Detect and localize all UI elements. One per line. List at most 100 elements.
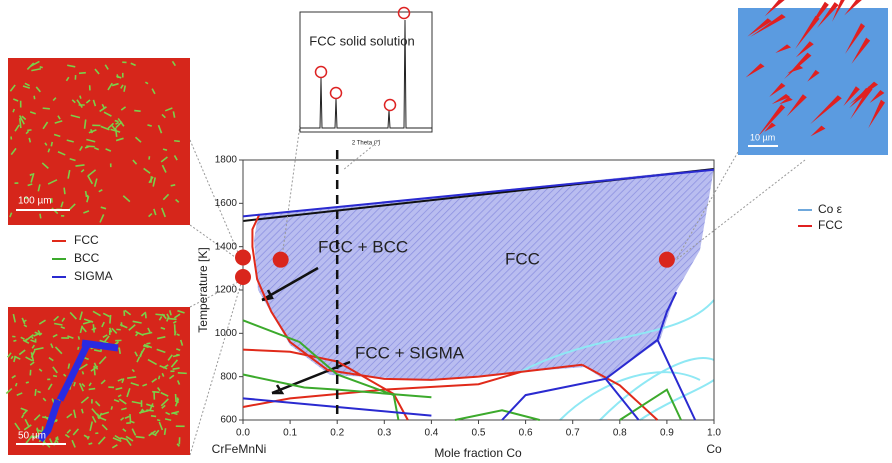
scale-label: 10 µm bbox=[750, 132, 775, 142]
shard bbox=[757, 104, 786, 138]
grain bbox=[150, 414, 157, 418]
grain bbox=[60, 201, 64, 208]
grain bbox=[94, 147, 100, 151]
annotation: FCC + BCC bbox=[318, 237, 408, 256]
legend-label: BCC bbox=[74, 251, 100, 265]
grain bbox=[124, 309, 132, 316]
grain bbox=[156, 418, 161, 422]
grain bbox=[128, 324, 136, 331]
grain bbox=[67, 363, 71, 369]
grain bbox=[108, 327, 113, 333]
grain bbox=[33, 414, 41, 421]
grain bbox=[120, 322, 123, 327]
grain bbox=[94, 68, 100, 75]
grain bbox=[5, 387, 13, 395]
grain bbox=[167, 354, 173, 361]
grain bbox=[50, 141, 54, 147]
grain bbox=[13, 355, 21, 360]
grain bbox=[172, 111, 176, 118]
grain bbox=[10, 147, 17, 156]
grain bbox=[118, 398, 127, 405]
grain bbox=[102, 335, 110, 345]
grain bbox=[174, 139, 180, 143]
grain bbox=[61, 317, 66, 322]
grain bbox=[67, 169, 71, 179]
grain bbox=[100, 206, 107, 210]
phase-boundary bbox=[242, 168, 715, 421]
grain bbox=[112, 437, 122, 443]
grain bbox=[101, 424, 108, 431]
grain bbox=[34, 388, 37, 396]
grain bbox=[36, 428, 44, 433]
grain bbox=[35, 86, 42, 93]
shard bbox=[843, 86, 860, 107]
grain bbox=[80, 396, 90, 404]
grain bbox=[38, 368, 43, 372]
grain bbox=[129, 420, 135, 424]
grain bbox=[83, 434, 89, 439]
grain bbox=[115, 387, 123, 391]
grain bbox=[33, 333, 39, 337]
phase-boundary bbox=[242, 319, 682, 421]
grain bbox=[156, 348, 166, 354]
shard bbox=[850, 86, 873, 120]
grain bbox=[37, 329, 42, 335]
grain bbox=[64, 433, 70, 439]
grain bbox=[100, 125, 110, 131]
grain bbox=[20, 407, 28, 412]
grain bbox=[107, 122, 115, 130]
grain bbox=[140, 311, 147, 317]
x-tick-label: 0.4 bbox=[424, 428, 438, 439]
grain bbox=[88, 129, 97, 134]
grain bbox=[160, 398, 169, 407]
grain bbox=[114, 434, 122, 441]
scale-label: 100 µm bbox=[18, 196, 52, 207]
grain bbox=[120, 417, 125, 421]
grain bbox=[144, 81, 149, 85]
grain bbox=[47, 179, 58, 185]
grain bbox=[135, 331, 144, 337]
grain bbox=[169, 310, 172, 316]
grain bbox=[164, 107, 173, 112]
shard bbox=[764, 122, 776, 132]
grain bbox=[143, 343, 153, 349]
grain bbox=[47, 148, 51, 153]
grain bbox=[10, 355, 14, 360]
legend-label: FCC bbox=[74, 233, 99, 247]
grain bbox=[25, 381, 29, 384]
y-tick-label: 1600 bbox=[215, 198, 238, 209]
grain bbox=[143, 167, 151, 174]
x-tick-label: 0.1 bbox=[283, 428, 297, 439]
grain bbox=[87, 175, 94, 185]
grain bbox=[9, 212, 13, 218]
x-tick-label: 0.0 bbox=[236, 428, 250, 439]
grain bbox=[160, 156, 168, 163]
grain bbox=[14, 382, 18, 387]
grain bbox=[52, 97, 57, 102]
grain bbox=[158, 421, 164, 431]
shard bbox=[845, 23, 866, 54]
grain bbox=[29, 435, 39, 439]
grain bbox=[110, 406, 113, 410]
grain bbox=[136, 356, 141, 363]
grain bbox=[126, 387, 131, 398]
grain bbox=[11, 374, 16, 379]
composition-point bbox=[235, 269, 251, 285]
xrd-pattern bbox=[300, 19, 432, 129]
grain bbox=[66, 429, 72, 434]
grain bbox=[177, 309, 185, 314]
grain bbox=[89, 421, 94, 431]
shard bbox=[832, 0, 845, 22]
grain bbox=[172, 320, 177, 324]
grain bbox=[75, 164, 85, 167]
grain bbox=[179, 339, 184, 346]
grain bbox=[159, 364, 168, 370]
grain bbox=[88, 387, 96, 391]
grain bbox=[53, 133, 61, 138]
grain bbox=[88, 442, 93, 445]
grain bbox=[71, 439, 76, 448]
y-tick-label: 1200 bbox=[215, 285, 238, 296]
grain bbox=[101, 321, 105, 328]
grain bbox=[20, 336, 25, 340]
